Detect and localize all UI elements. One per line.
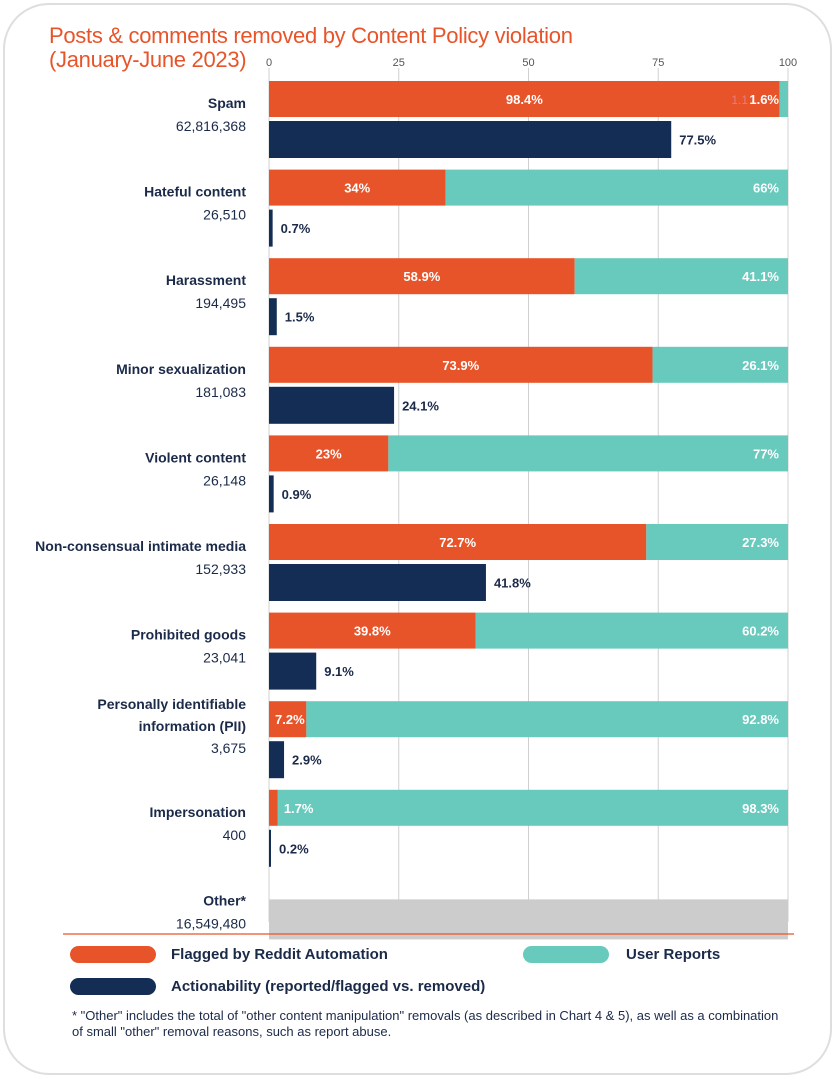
data-label-user-reports-violent-content: 77% (753, 446, 779, 461)
data-label-actionability-minor-sexualization: 24.1% (402, 398, 439, 413)
x-tick-label-75: 75 (652, 57, 664, 69)
bar-actionability-personally-identifiable-information-pii (269, 741, 285, 779)
category-label-minor-sexualization: Minor sexualization (116, 361, 246, 377)
data-label-user-reports-personally-identifiable-information-pii: 92.8% (742, 712, 779, 727)
data-label-actionability-non-consensual-intimate-media: 41.8% (494, 576, 531, 591)
category-label-impersonation: Impersonation (150, 804, 246, 820)
bar-actionability-violent-content (269, 475, 274, 513)
legend-label-actionability: Actionability (reported/flagged vs. remo… (171, 978, 486, 995)
bar-actionability-hateful-content (269, 209, 273, 247)
category-label-violent-content: Violent content (145, 449, 246, 465)
bar-automation-harassment (269, 258, 575, 295)
category-count-violent-content: 26,148 (203, 472, 246, 488)
bar-user-reports-non-consensual-intimate-media (646, 524, 788, 560)
category-count-harassment: 194,495 (195, 295, 246, 311)
category-label-harassment: Harassment (166, 272, 246, 288)
category-label-other: Other* (203, 892, 246, 908)
data-label-actionability-hateful-content: 0.7% (281, 221, 311, 236)
x-tick-label-50: 50 (522, 57, 534, 69)
category-count-personally-identifiable-information-pii: 3,675 (211, 740, 246, 756)
bar-automation-violent-content (269, 435, 389, 472)
bar-automation-spam (269, 81, 780, 117)
x-tick-label-100: 100 (779, 57, 797, 69)
data-label-automation-impersonation: 1.7% (284, 801, 314, 816)
x-tick-label-0: 0 (266, 57, 272, 69)
data-label-actionability-personally-identifiable-information-pii: 2.9% (292, 753, 322, 768)
data-label-automation-personally-identifiable-information-pii: 7.2% (275, 712, 305, 727)
bar-user-reports-minor-sexualization (652, 346, 788, 383)
bar-user-reports-hateful-content (445, 169, 788, 206)
category-count-impersonation: 400 (223, 827, 247, 843)
data-label-actionability-impersonation: 0.2% (279, 841, 309, 856)
data-label-user-reports-minor-sexualization: 26.1% (742, 358, 779, 373)
chart-title: Posts & comments removed by Content Poli… (49, 24, 573, 72)
data-label-automation-prohibited-goods: 39.8% (354, 624, 391, 639)
category-label-prohibited-goods: Prohibited goods (131, 627, 246, 643)
legend-swatch-user-reports (523, 946, 609, 963)
x-tick-label-25: 25 (393, 57, 405, 69)
bar-actionability-minor-sexualization (269, 386, 395, 424)
category-label-non-consensual-intimate-media: Non-consensual intimate media (35, 538, 246, 554)
data-label-extra-spam: 1.1 (731, 93, 748, 107)
bar-user-reports-harassment (574, 258, 788, 295)
category-count-spam: 62,816,368 (176, 118, 246, 134)
bar-actionability-harassment (269, 298, 277, 336)
category-count-minor-sexualization: 181,083 (195, 384, 246, 400)
bar-user-reports-impersonation (277, 789, 788, 826)
bar-automation-prohibited-goods (269, 612, 476, 649)
category-count-non-consensual-intimate-media: 152,933 (195, 561, 246, 577)
data-label-actionability-violent-content: 0.9% (282, 487, 312, 502)
category-label-spam: Spam (208, 95, 246, 111)
category-count-hateful-content: 26,510 (203, 207, 246, 223)
bar-user-reports-personally-identifiable-information-pii (306, 701, 788, 738)
legend-label-user-reports: User Reports (626, 946, 721, 963)
bar-automation-non-consensual-intimate-media (269, 524, 647, 560)
category-count-prohibited-goods: 23,041 (203, 650, 246, 666)
chart-title-line-2: (January-June 2023) (49, 47, 247, 72)
bar-user-reports-prohibited-goods (475, 612, 788, 649)
category-count-other: 16,549,480 (176, 915, 246, 931)
legend-swatch-automation (70, 946, 156, 963)
bar-automation-impersonation (269, 789, 278, 826)
bar-actionability-prohibited-goods (269, 652, 317, 690)
bar-actionability-non-consensual-intimate-media (269, 564, 486, 601)
category-label-personally-identifiable-information-pii-line-2: information (PII) (139, 718, 246, 734)
data-label-automation-hateful-content: 34% (344, 181, 370, 196)
bar-automation-hateful-content (269, 169, 446, 206)
bar-automation-personally-identifiable-information-pii (269, 701, 307, 738)
bar-user-reports-violent-content (388, 435, 788, 472)
bar-actionability-impersonation (269, 829, 271, 867)
data-label-actionability-spam: 77.5% (679, 133, 716, 148)
data-label-user-reports-harassment: 41.1% (742, 269, 779, 284)
data-label-automation-harassment: 58.9% (403, 269, 440, 284)
legend-swatch-actionability (70, 978, 156, 995)
data-label-actionability-harassment: 1.5% (285, 310, 315, 325)
data-label-user-reports-spam: 1.6% (749, 92, 779, 107)
bar-other-other (269, 899, 788, 940)
data-label-automation-spam: 98.4% (506, 92, 543, 107)
legend-label-automation: Flagged by Reddit Automation (171, 946, 388, 963)
footnote: * "Other" includes the total of "other c… (72, 1008, 779, 1039)
data-label-actionability-prohibited-goods: 9.1% (324, 664, 354, 679)
data-label-automation-violent-content: 23% (316, 446, 342, 461)
data-label-user-reports-impersonation: 98.3% (742, 801, 779, 816)
bar-actionability-spam (269, 121, 672, 158)
bar-user-reports-spam (779, 81, 788, 117)
chart-title-line-1: Posts & comments removed by Content Poli… (49, 23, 573, 48)
data-label-user-reports-hateful-content: 66% (753, 181, 779, 196)
bar-automation-minor-sexualization (269, 346, 653, 383)
data-label-automation-non-consensual-intimate-media: 72.7% (439, 535, 476, 550)
data-label-user-reports-non-consensual-intimate-media: 27.3% (742, 535, 779, 550)
category-label-personally-identifiable-information-pii-line-1: Personally identifiable (97, 696, 246, 712)
data-label-automation-minor-sexualization: 73.9% (442, 358, 479, 373)
category-label-hateful-content: Hateful content (144, 184, 246, 200)
data-label-user-reports-prohibited-goods: 60.2% (742, 624, 779, 639)
